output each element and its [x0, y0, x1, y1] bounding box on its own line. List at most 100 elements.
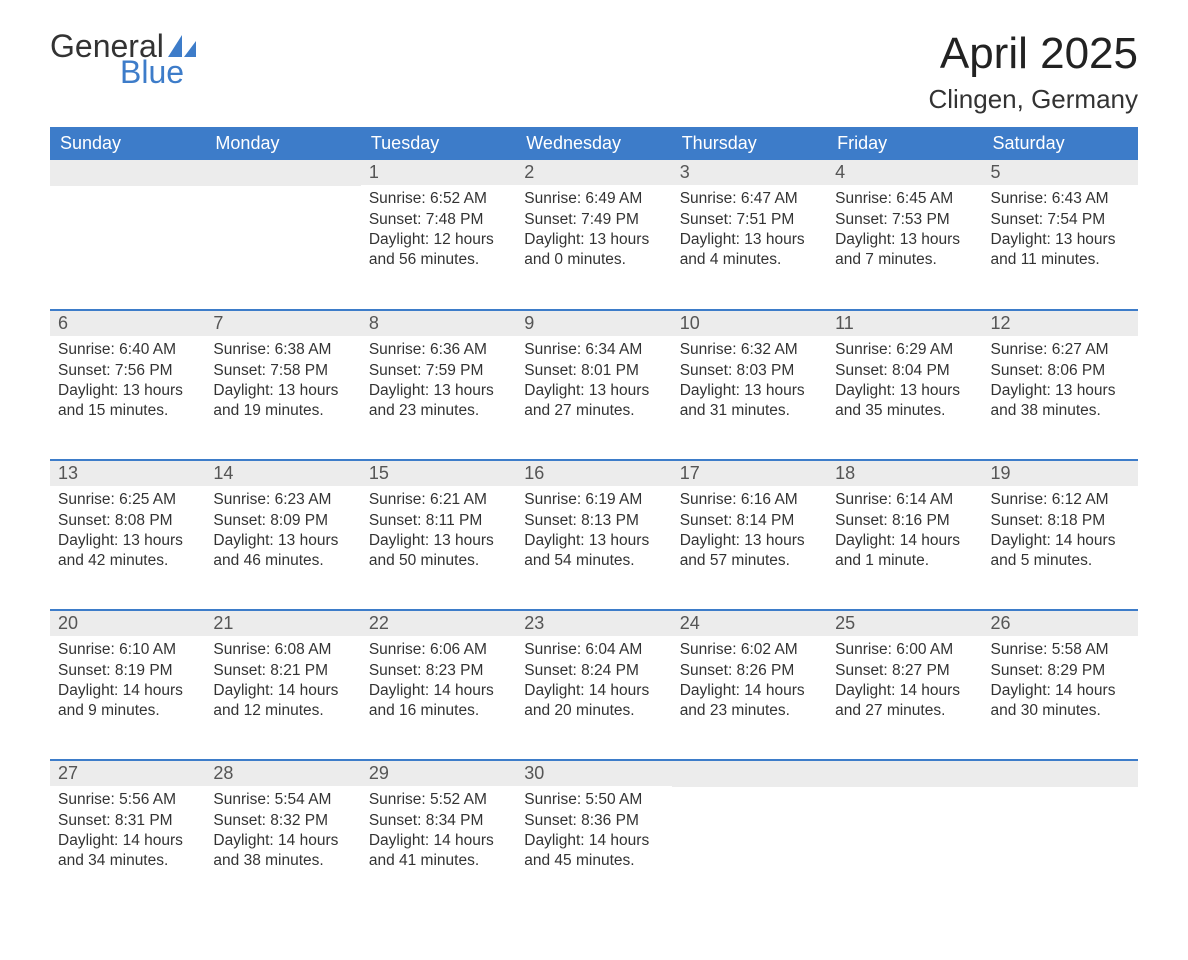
sunrise-line: Sunrise: 6:06 AM [369, 640, 508, 660]
sunset-line: Sunset: 8:24 PM [524, 661, 663, 681]
daylight-line: Daylight: 13 hours and 4 minutes. [680, 230, 819, 270]
sunset-line: Sunset: 8:34 PM [369, 811, 508, 831]
day-body: Sunrise: 6:25 AMSunset: 8:08 PMDaylight:… [50, 486, 205, 609]
daylight-line: Daylight: 14 hours and 1 minute. [835, 531, 974, 571]
calendar-empty [672, 760, 827, 910]
day-body: Sunrise: 6:14 AMSunset: 8:16 PMDaylight:… [827, 486, 982, 609]
daylight-line: Daylight: 14 hours and 30 minutes. [991, 681, 1130, 721]
day-body: Sunrise: 5:50 AMSunset: 8:36 PMDaylight:… [516, 786, 671, 909]
calendar-week: 27Sunrise: 5:56 AMSunset: 8:31 PMDayligh… [50, 760, 1138, 910]
day-number: 7 [205, 311, 360, 336]
day-body: Sunrise: 6:34 AMSunset: 8:01 PMDaylight:… [516, 336, 671, 459]
daylight-line: Daylight: 14 hours and 20 minutes. [524, 681, 663, 721]
calendar-day: 6Sunrise: 6:40 AMSunset: 7:56 PMDaylight… [50, 310, 205, 460]
daylight-line: Daylight: 13 hours and 57 minutes. [680, 531, 819, 571]
daylight-line: Daylight: 14 hours and 41 minutes. [369, 831, 508, 871]
sunset-line: Sunset: 8:16 PM [835, 511, 974, 531]
calendar-day: 21 Sunrise: 6:08 AMSunset: 8:21 PMDayligh… [205, 610, 360, 760]
day-number-empty [205, 160, 360, 186]
day-number: 11 [827, 311, 982, 336]
day-number: 19 [983, 461, 1138, 486]
day-number: 20 [50, 611, 205, 636]
sunrise-line: Sunrise: 6:14 AM [835, 490, 974, 510]
sunrise-line: Sunrise: 6:40 AM [58, 340, 197, 360]
daylight-line: Daylight: 13 hours and 11 minutes. [991, 230, 1130, 270]
calendar-day: 14Sunrise: 6:23 AMSunset: 8:09 PMDayligh… [205, 460, 360, 610]
calendar-day: 26Sunrise: 5:58 AMSunset: 8:29 PMDayligh… [983, 610, 1138, 760]
sunrise-line: Sunrise: 6:38 AM [213, 340, 352, 360]
weekday-header: Sunday [50, 127, 205, 160]
day-body: Sunrise: 6:16 AMSunset: 8:14 PMDaylight:… [672, 486, 827, 609]
calendar-day: 8Sunrise: 6:36 AMSunset: 7:59 PMDaylight… [361, 310, 516, 460]
calendar-day: 10Sunrise: 6:32 AMSunset: 8:03 PMDayligh… [672, 310, 827, 460]
sunrise-line: Sunrise: 6:23 AM [213, 490, 352, 510]
day-number: 27 [50, 761, 205, 786]
logo: General Blue [50, 30, 196, 88]
daylight-line: Daylight: 14 hours and 38 minutes. [213, 831, 352, 871]
sunset-line: Sunset: 8:21 PM [213, 661, 352, 681]
day-number: 8 [361, 311, 516, 336]
calendar-day: 15Sunrise: 6:21 AMSunset: 8:11 PMDayligh… [361, 460, 516, 610]
sunset-line: Sunset: 8:26 PM [680, 661, 819, 681]
day-body-empty [205, 186, 360, 309]
sunrise-line: Sunrise: 6:16 AM [680, 490, 819, 510]
day-number: 12 [983, 311, 1138, 336]
sunrise-line: Sunrise: 6:08 AM [213, 640, 352, 660]
daylight-line: Daylight: 13 hours and 42 minutes. [58, 531, 197, 571]
daylight-line: Daylight: 13 hours and 19 minutes. [213, 381, 352, 421]
daylight-line: Daylight: 13 hours and 7 minutes. [835, 230, 974, 270]
day-number-empty [827, 761, 982, 787]
calendar-day: 9Sunrise: 6:34 AMSunset: 8:01 PMDaylight… [516, 310, 671, 460]
day-number: 10 [672, 311, 827, 336]
day-number: 9 [516, 311, 671, 336]
sunrise-line: Sunrise: 5:56 AM [58, 790, 197, 810]
daylight-line: Daylight: 14 hours and 34 minutes. [58, 831, 197, 871]
sunset-line: Sunset: 8:32 PM [213, 811, 352, 831]
daylight-line: Daylight: 14 hours and 12 minutes. [213, 681, 352, 721]
weekday-header: Tuesday [361, 127, 516, 160]
daylight-line: Daylight: 13 hours and 54 minutes. [524, 531, 663, 571]
day-number: 16 [516, 461, 671, 486]
day-body: Sunrise: 6:23 AMSunset: 8:09 PMDaylight:… [205, 486, 360, 609]
calendar-day: 7Sunrise: 6:38 AMSunset: 7:58 PMDaylight… [205, 310, 360, 460]
sunset-line: Sunset: 8:03 PM [680, 361, 819, 381]
day-body: Sunrise: 6:52 AMSunset: 7:48 PMDaylight:… [361, 185, 516, 308]
daylight-line: Daylight: 14 hours and 45 minutes. [524, 831, 663, 871]
day-number: 21 [205, 611, 360, 636]
calendar-day: 4Sunrise: 6:45 AMSunset: 7:53 PMDaylight… [827, 160, 982, 310]
sunset-line: Sunset: 8:23 PM [369, 661, 508, 681]
calendar-day: 17Sunrise: 6:16 AMSunset: 8:14 PMDayligh… [672, 460, 827, 610]
daylight-line: Daylight: 14 hours and 5 minutes. [991, 531, 1130, 571]
calendar-week: 13Sunrise: 6:25 AMSunset: 8:08 PMDayligh… [50, 460, 1138, 610]
sunset-line: Sunset: 8:06 PM [991, 361, 1130, 381]
calendar-empty [50, 160, 205, 310]
sunset-line: Sunset: 7:48 PM [369, 210, 508, 230]
day-body: Sunrise: 5:58 AMSunset: 8:29 PMDaylight:… [983, 636, 1138, 759]
daylight-line: Daylight: 13 hours and 0 minutes. [524, 230, 663, 270]
day-body: Sunrise: 6:45 AMSunset: 7:53 PMDaylight:… [827, 185, 982, 308]
calendar-day: 11Sunrise: 6:29 AMSunset: 8:04 PMDayligh… [827, 310, 982, 460]
day-body: Sunrise: 6:29 AMSunset: 8:04 PMDaylight:… [827, 336, 982, 459]
day-number: 6 [50, 311, 205, 336]
sunset-line: Sunset: 7:56 PM [58, 361, 197, 381]
day-number: 26 [983, 611, 1138, 636]
calendar-week: 6 Sunrise: 6:40 AMSunset: 7:56 PM Daylight… [50, 310, 1138, 460]
calendar-header: SundayMondayTuesdayWednesdayThursdayFrid… [50, 127, 1138, 160]
calendar-empty [983, 760, 1138, 910]
calendar-day: 3Sunrise: 6:47 AMSunset: 7:51 PMDaylight… [672, 160, 827, 310]
sunrise-line: Sunrise: 5:54 AM [213, 790, 352, 810]
weekday-header: Monday [205, 127, 360, 160]
location: Clingen, Germany [928, 84, 1138, 115]
day-body: Sunrise: 6:21 AMSunset: 8:11 PMDaylight:… [361, 486, 516, 609]
weekday-header: Friday [827, 127, 982, 160]
daylight-line: Daylight: 12 hours and 56 minutes. [369, 230, 508, 270]
day-number-empty [672, 761, 827, 787]
logo-line2: Blue [50, 62, 196, 88]
day-number-empty [983, 761, 1138, 787]
day-body: Sunrise: 6:36 AMSunset: 7:59 PMDaylight:… [361, 336, 516, 459]
sunset-line: Sunset: 8:01 PM [524, 361, 663, 381]
day-number: 23 [516, 611, 671, 636]
day-number: 22 [361, 611, 516, 636]
calendar-day: 12Sunrise: 6:27 AMSunset: 8:06 PMDayligh… [983, 310, 1138, 460]
calendar-day: 29Sunrise: 5:52 AMSunset: 8:34 PMDayligh… [361, 760, 516, 910]
